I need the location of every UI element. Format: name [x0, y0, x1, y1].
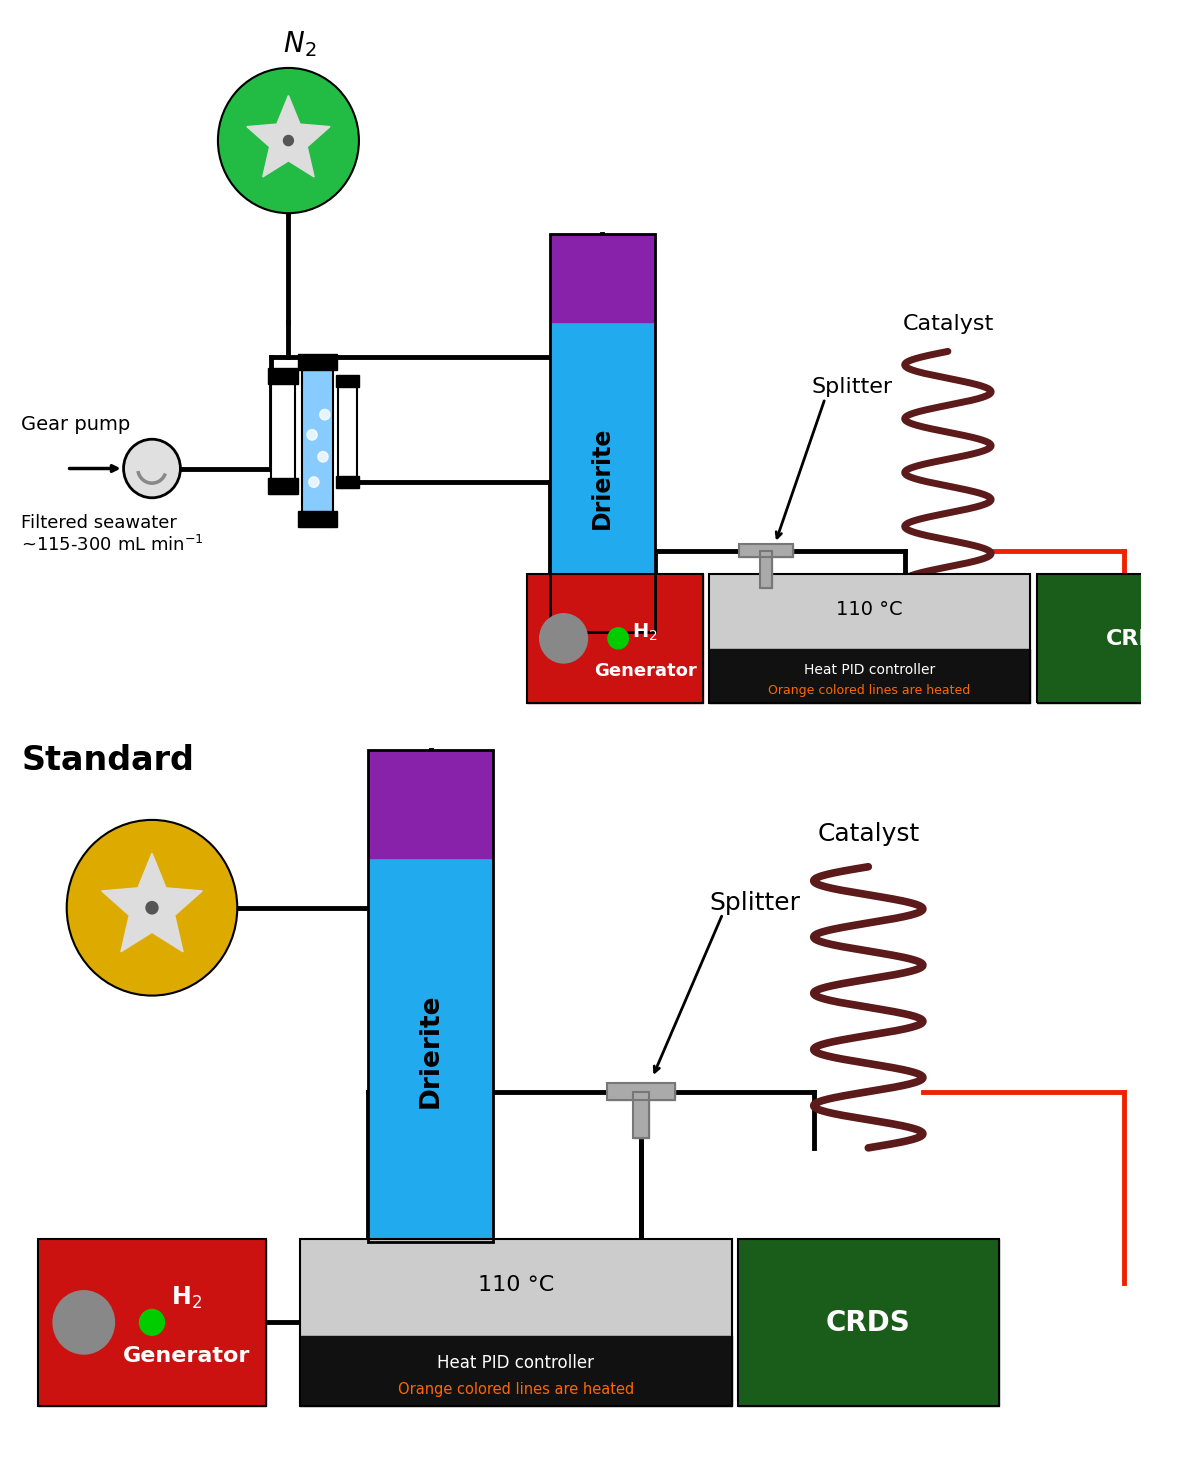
Bar [739, 545, 793, 558]
Text: Catalyst: Catalyst [902, 314, 993, 334]
Bar [739, 545, 793, 558]
Bar [299, 1336, 732, 1406]
Bar [368, 858, 492, 1242]
Bar [737, 1239, 999, 1406]
Bar [299, 1239, 732, 1406]
Text: 110 °C: 110 °C [477, 1274, 554, 1294]
Bar [368, 750, 492, 858]
Bar [368, 750, 492, 1242]
Text: Gear pump: Gear pump [21, 414, 131, 434]
Bar [38, 1239, 265, 1406]
Text: Heat PID controller: Heat PID controller [437, 1353, 594, 1372]
Bar [633, 1092, 649, 1138]
Bar [302, 360, 333, 527]
Text: N$_2$: N$_2$ [283, 30, 317, 59]
Text: Heat PID controller: Heat PID controller [803, 663, 935, 676]
Bar [607, 1083, 675, 1100]
Text: CRDS: CRDS [826, 1308, 911, 1336]
Polygon shape [246, 96, 330, 178]
Bar [709, 650, 1030, 703]
Bar [38, 1239, 265, 1406]
Circle shape [67, 820, 237, 996]
Text: H$_2$: H$_2$ [171, 1285, 201, 1311]
Text: H$_2$: H$_2$ [633, 622, 659, 642]
Text: Orange colored lines are heated: Orange colored lines are heated [398, 1381, 634, 1397]
Bar [709, 574, 1030, 703]
Bar [299, 1239, 732, 1336]
Text: Filtered seawater
~115-300 mL min$^{-1}$: Filtered seawater ~115-300 mL min$^{-1}$ [21, 514, 204, 555]
Bar [338, 379, 357, 488]
Bar [271, 373, 294, 494]
Text: Orange colored lines are heated: Orange colored lines are heated [768, 684, 971, 697]
Circle shape [307, 431, 317, 441]
Text: Catalyst: Catalyst [818, 821, 919, 847]
Circle shape [124, 440, 180, 499]
Bar [267, 369, 298, 385]
Circle shape [319, 410, 330, 420]
Bar [527, 574, 703, 703]
Bar [336, 477, 359, 488]
Circle shape [146, 901, 158, 915]
Bar [298, 512, 337, 527]
Bar [607, 1083, 675, 1100]
Circle shape [309, 478, 319, 488]
Circle shape [608, 628, 628, 650]
Circle shape [540, 614, 588, 663]
Text: Generator: Generator [594, 662, 696, 679]
Text: Generator: Generator [123, 1345, 250, 1366]
Text: Drierite: Drierite [590, 426, 614, 528]
Circle shape [139, 1310, 165, 1335]
Text: Drierite: Drierite [417, 993, 443, 1107]
Bar [267, 480, 298, 494]
Text: Splitter: Splitter [709, 889, 800, 915]
Polygon shape [101, 854, 203, 952]
Bar [527, 574, 703, 703]
Bar [633, 1092, 649, 1138]
Text: CRDS: CRDS [1106, 629, 1173, 648]
Circle shape [284, 136, 293, 147]
Circle shape [318, 451, 327, 463]
Bar [760, 551, 772, 589]
Text: Splitter: Splitter [812, 377, 893, 397]
Bar [550, 235, 654, 633]
Text: 110 °C: 110 °C [836, 599, 902, 619]
Bar [550, 323, 654, 633]
Circle shape [218, 68, 359, 213]
Bar [1037, 574, 1178, 703]
Bar [709, 574, 1030, 650]
Bar [298, 354, 337, 370]
Text: Standard: Standard [21, 744, 194, 777]
Bar [737, 1239, 999, 1406]
Bar [336, 376, 359, 388]
Bar [760, 551, 772, 589]
Bar [1037, 574, 1178, 703]
Circle shape [53, 1291, 114, 1354]
Bar [550, 235, 654, 323]
